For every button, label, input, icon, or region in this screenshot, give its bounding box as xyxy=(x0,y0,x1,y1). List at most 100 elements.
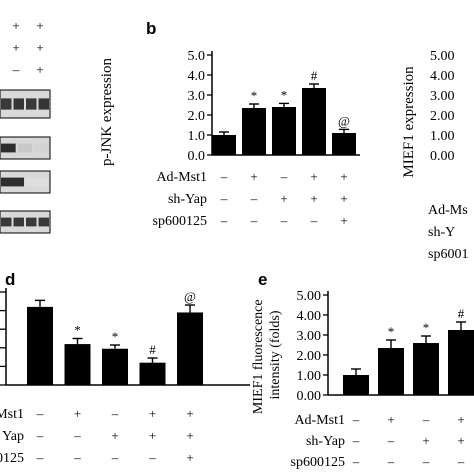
panel-a-band xyxy=(13,98,24,110)
panel-b-condition-mark: – xyxy=(220,213,228,228)
panel-a-band xyxy=(13,217,24,227)
panel-d-condition-label: 0125 xyxy=(0,451,24,466)
panel-a-condition-mark: + xyxy=(36,40,43,55)
panel-e-condition-mark: + xyxy=(457,412,464,427)
panel-a-blot-strip xyxy=(0,210,51,234)
panel-a-condition-mark: + xyxy=(36,62,43,77)
panel-c-y-tick-label: 4.00 xyxy=(430,69,455,84)
panel-d-significance-label: * xyxy=(112,329,119,344)
panel-c-y-tick-label: 0.00 xyxy=(430,149,455,164)
panel-d-condition-mark: + xyxy=(186,450,193,465)
panel-b-bar xyxy=(332,133,356,155)
panel-e-y-tick-label: 3.00 xyxy=(297,329,322,344)
panel-e-y-tick-label: 0.00 xyxy=(297,389,322,404)
panel-e-significance-label: * xyxy=(423,320,430,335)
panel-a-band xyxy=(34,143,49,153)
panel-c-y-tick-label: 3.00 xyxy=(430,89,455,104)
panel-b-y-tick-label: 5.0 xyxy=(188,49,206,64)
panel-a-blot-strip xyxy=(0,170,51,194)
panel-d-condition-mark: + xyxy=(74,406,81,421)
panel-e-condition-mark: – xyxy=(352,454,360,469)
panel-d-condition-mark: + xyxy=(149,428,156,443)
panel-c-y-axis-label: MIEF1 expression xyxy=(401,66,417,178)
panel-e-y-tick-label: 4.00 xyxy=(297,309,322,324)
panel-e-condition-mark: – xyxy=(422,454,430,469)
panel-b-condition-mark: – xyxy=(280,213,288,228)
panel-c-condition-label: sh-Y xyxy=(428,225,455,240)
panel-d-condition-mark: – xyxy=(148,450,156,465)
panel-b-condition-mark: – xyxy=(280,169,288,184)
panel-d-chart: d **#@-Mst1–+–++Yap––+++0125––––+ xyxy=(0,270,250,466)
panel-b-condition-mark: – xyxy=(310,213,318,228)
panel-d-condition-mark: + xyxy=(111,428,118,443)
panel-b-condition-mark: + xyxy=(310,169,317,184)
panel-b-condition-mark: + xyxy=(340,213,347,228)
panel-e-condition-label: sh-Yap xyxy=(306,434,345,449)
panel-b-bar xyxy=(302,88,326,155)
panel-e-significance-label: * xyxy=(388,324,395,339)
panel-d-condition-label: -Mst1 xyxy=(0,407,24,422)
panel-a-band xyxy=(38,217,49,227)
panel-d-condition-label: Yap xyxy=(2,429,24,444)
panel-a-band xyxy=(17,143,33,153)
panel-b-condition-mark: + xyxy=(310,191,317,206)
panel-a-band xyxy=(38,98,49,110)
panel-b-bar xyxy=(242,108,266,155)
panel-e-condition-mark: – xyxy=(422,412,430,427)
panel-b-letter: b xyxy=(146,19,156,38)
panel-a-band xyxy=(26,177,49,187)
panel-d-bar xyxy=(139,362,166,385)
panel-a-condition-mark: – xyxy=(12,62,20,77)
panel-e-condition-label: sp600125 xyxy=(291,455,345,470)
panel-b-condition-label: sp600125 xyxy=(153,214,207,229)
panel-b-condition-label: Ad-Mst1 xyxy=(156,170,207,185)
panel-b-chart: b p-JNK expression 0.0 1.0 2.0 3.0 4.0 5.0 * * #… xyxy=(99,19,360,229)
panel-d-condition-mark: + xyxy=(149,406,156,421)
panel-e-bar xyxy=(343,375,369,395)
panel-d-bar xyxy=(27,306,53,385)
panel-e-y-tick-label: 1.00 xyxy=(297,369,322,384)
panel-d-significance-label: * xyxy=(74,323,81,338)
panel-b-condition-label: sh-Yap xyxy=(168,192,207,207)
panel-e-significance-label: # xyxy=(458,306,465,321)
panel-c-y-tick-label: 1.00 xyxy=(430,129,455,144)
panel-a-band xyxy=(1,177,24,187)
panel-e-y-tick-label: 2.00 xyxy=(297,349,322,364)
panel-a-blot: + + + + – + xyxy=(0,18,51,234)
panel-b-condition-mark: + xyxy=(250,169,257,184)
panel-a-condition-mark: + xyxy=(12,40,19,55)
panel-e-condition-mark: + xyxy=(422,433,429,448)
panel-e-y-axis-label-line1: MIEF1 fluorescence xyxy=(251,299,266,414)
panel-a-band xyxy=(1,98,12,110)
panel-b-bar xyxy=(272,107,296,155)
panel-d-bar xyxy=(64,344,91,385)
panel-b-condition-mark: + xyxy=(340,191,347,206)
panel-a-band xyxy=(1,217,12,227)
panel-d-bar xyxy=(177,312,203,385)
panel-b-y-tick-label: 0.0 xyxy=(188,149,206,164)
panel-b-significance-label: * xyxy=(251,88,258,103)
panel-e-chart: e MIEF1 fluorescence intensity (folds) 0… xyxy=(251,270,474,470)
panel-a-condition-mark: + xyxy=(12,18,19,33)
panel-e-condition-mark: + xyxy=(387,412,394,427)
panel-e-bar xyxy=(413,343,439,395)
panel-d-condition-mark: – xyxy=(73,450,81,465)
panel-b-bar xyxy=(212,135,236,155)
panel-a-condition-mark: + xyxy=(36,18,43,33)
panel-d-condition-mark: + xyxy=(186,406,193,421)
panel-d-significance-label: @ xyxy=(184,289,196,304)
panel-d-condition-mark: + xyxy=(186,428,193,443)
panel-b-condition-mark: – xyxy=(220,191,228,206)
panel-c-condition-label: Ad-Ms xyxy=(428,203,468,218)
panel-e-bar xyxy=(448,330,474,395)
panel-d-condition-mark: – xyxy=(36,450,44,465)
panel-b-significance-label: # xyxy=(311,68,318,83)
panel-d-significance-label: # xyxy=(149,342,156,357)
panel-d-letter: d xyxy=(5,270,15,289)
panel-c-y-tick-label: 2.00 xyxy=(430,109,455,124)
panel-c-condition-label: sp6001 xyxy=(428,247,468,262)
panel-e-y-axis-label-line2: intensity (folds) xyxy=(268,310,283,399)
panel-b-y-tick-label: 4.0 xyxy=(188,69,206,84)
panel-c-chart: MIEF1 expression 0.00 1.00 2.00 3.00 4.00 5.0… xyxy=(401,49,468,262)
panel-c-y-tick-label: 5.00 xyxy=(430,49,455,64)
